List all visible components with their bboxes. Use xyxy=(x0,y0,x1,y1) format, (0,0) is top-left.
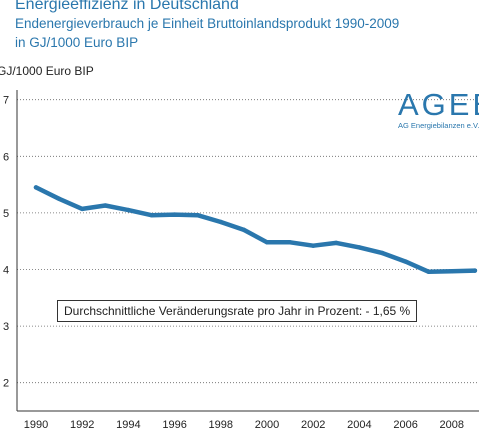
data-point-1998 xyxy=(218,219,223,225)
y-axis-label: GJ/1000 Euro BIP xyxy=(0,64,94,78)
data-point-1990 xyxy=(33,185,39,190)
data-point-1992 xyxy=(80,206,85,212)
ageb-logo: AGEB AG Energiebilanzen e.V. xyxy=(398,89,479,130)
data-point-2006 xyxy=(403,259,408,264)
average-rate-annotation: Durchschnittliche Veränderungsrate pro J… xyxy=(57,300,418,322)
y-tick-label-2: 2 xyxy=(3,378,9,390)
x-tick-label-1994: 1994 xyxy=(116,419,140,431)
x-tick-label-1990: 1990 xyxy=(24,419,48,431)
x-tick-label-1996: 1996 xyxy=(162,419,186,431)
data-point-2004 xyxy=(357,245,362,250)
logo-subtext: AG Energiebilanzen e.V. xyxy=(398,121,479,130)
data-point-2008 xyxy=(449,268,454,274)
data-point-1993 xyxy=(103,203,108,208)
x-tick-label-2004: 2004 xyxy=(347,419,371,431)
series-group xyxy=(33,185,478,275)
data-point-1995 xyxy=(149,212,154,218)
x-tick-label-2008: 2008 xyxy=(440,419,464,431)
data-point-1999 xyxy=(241,227,247,233)
y-tick-labels: 2 3 4 5 6 7 xyxy=(3,95,9,390)
x-tick-label-2002: 2002 xyxy=(301,419,325,431)
data-point-2005 xyxy=(380,250,385,256)
x-tick-label-1998: 1998 xyxy=(209,419,233,431)
data-point-2003 xyxy=(334,240,339,246)
y-tick-label-4: 4 xyxy=(3,265,9,277)
x-tick-label-1992: 1992 xyxy=(70,419,94,431)
x-tick-label-2000: 2000 xyxy=(255,419,279,431)
y-tick-label-3: 3 xyxy=(3,321,9,333)
data-point-2009 xyxy=(472,268,478,273)
data-point-2007 xyxy=(426,269,431,274)
data-point-1994 xyxy=(126,207,131,213)
y-tick-label-5: 5 xyxy=(3,208,9,220)
logo-text: AGEB xyxy=(398,87,479,122)
data-point-1996 xyxy=(172,212,177,217)
chart-unit-subtitle: in GJ/1000 Euro BIP xyxy=(15,35,139,50)
y-tick-label-6: 6 xyxy=(3,151,9,163)
axes xyxy=(16,90,479,412)
x-tick-label-2006: 2006 xyxy=(393,419,417,431)
chart-subtitle: Endenergieverbrauch je Einheit Bruttoinl… xyxy=(15,16,400,31)
x-tick-labels: 1990 1992 1994 1996 1998 2000 2002 2004 2006 2008 xyxy=(24,419,464,431)
y-tick-label-7: 7 xyxy=(3,95,9,107)
data-point-2002 xyxy=(311,243,316,248)
series-line-0 xyxy=(33,185,478,275)
grid-lines xyxy=(17,99,479,384)
data-point-2001 xyxy=(287,240,293,245)
chart-title: Energieeffizienz in Deutschland xyxy=(15,0,239,13)
data-point-1991 xyxy=(56,196,62,201)
data-point-1997 xyxy=(195,212,200,218)
data-point-2000 xyxy=(264,240,270,245)
